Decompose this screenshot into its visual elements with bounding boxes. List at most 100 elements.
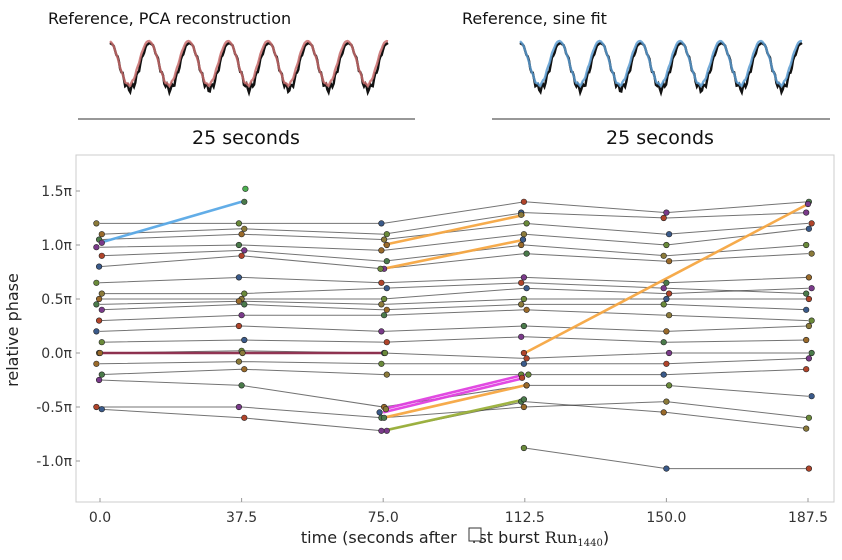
- phase-marker: [93, 244, 100, 251]
- x-axis-label: time (seconds after first burst Run1440): [301, 528, 609, 549]
- glyph-placeholder-icon: [468, 527, 482, 542]
- phase-marker: [383, 241, 390, 249]
- y-axis: 1.5π 1.0π 0.5π 0.0π -0.5π -1.0π: [36, 184, 80, 470]
- trajectory-line: [100, 287, 809, 300]
- phase-marker: [660, 301, 667, 308]
- trajectory-line: [99, 350, 808, 359]
- scale-label: 25 seconds: [606, 127, 714, 149]
- phase-marker: [98, 339, 105, 346]
- highlighted-trajectory: [524, 202, 809, 355]
- phase-marker: [523, 306, 530, 313]
- phase-marker: [241, 301, 248, 308]
- phase-marker: [665, 290, 673, 297]
- trajectory-line: [99, 276, 809, 284]
- phase-marker: [520, 295, 528, 303]
- trajectory-line: [99, 298, 808, 305]
- phase-marker: [95, 295, 103, 303]
- phase-marker: [241, 225, 248, 232]
- phase-marker: [242, 185, 249, 192]
- phase-marker: [98, 406, 105, 413]
- phase-marker: [95, 317, 103, 324]
- phase-marker: [660, 252, 667, 259]
- phase-marker: [808, 285, 815, 292]
- phase-marker: [238, 252, 245, 259]
- phase-marker: [98, 239, 105, 246]
- phase-marker: [235, 358, 242, 365]
- trajectory-line: [99, 336, 809, 343]
- phase-marker: [523, 285, 530, 292]
- phase-marker: [660, 214, 667, 222]
- x-tick-label: 112.5: [505, 510, 545, 526]
- phase-marker: [96, 349, 104, 357]
- phase-marker: [381, 236, 388, 243]
- plot-frame: [75, 154, 835, 503]
- phase-marker: [239, 349, 246, 357]
- highlighted-trajectory: [382, 238, 526, 271]
- phase-marker: [98, 231, 105, 238]
- phase-marker: [805, 322, 813, 330]
- phase-marker: [235, 220, 242, 227]
- phase-marker: [660, 371, 667, 378]
- phase-marker: [378, 301, 385, 308]
- phase-marker: [805, 274, 813, 281]
- inset-sine-fit: Reference, sine fit 25 seconds: [462, 9, 830, 149]
- x-axis-label-prefix: time (seconds after: [301, 528, 462, 547]
- phase-marker: [665, 258, 673, 265]
- phase-marker: [378, 360, 385, 367]
- phase-marker: [93, 301, 100, 308]
- phase-marker: [805, 414, 813, 421]
- phase-marker: [518, 333, 525, 340]
- inset-title: Reference, sine fit: [462, 9, 607, 28]
- phase-marker: [803, 241, 810, 249]
- phase-marker: [98, 371, 105, 378]
- phase-marker: [382, 406, 390, 413]
- trajectory-line: [99, 222, 809, 241]
- trajectory-line: [99, 357, 809, 365]
- phase-marker: [518, 241, 525, 249]
- phase-marker: [241, 247, 248, 254]
- phase-marker: [523, 382, 530, 389]
- trajectory-line: [99, 379, 809, 408]
- x-axis-label-obscured: fi: [462, 528, 472, 547]
- phase-marker: [803, 306, 810, 313]
- phase-marker: [376, 409, 383, 416]
- phase-marker: [235, 274, 242, 281]
- phase-marker: [803, 336, 810, 344]
- phase-marker: [235, 298, 242, 305]
- trajectory-line: [99, 325, 809, 332]
- phase-marker: [238, 231, 245, 238]
- phase-marker: [525, 371, 532, 378]
- phase-marker: [804, 200, 812, 208]
- highlighted-trajectory: [382, 373, 526, 411]
- phase-marker: [381, 295, 388, 303]
- phase-marker: [520, 274, 528, 281]
- phase-marker: [95, 376, 103, 384]
- phase-marker: [523, 250, 530, 257]
- phase-marker: [663, 328, 670, 335]
- phase-marker: [383, 258, 390, 265]
- phase-marker: [378, 279, 385, 286]
- phase-marker: [378, 328, 385, 335]
- phase-marker: [377, 265, 384, 272]
- phase-marker: [381, 414, 388, 421]
- x-axis-label-suffix: ): [603, 528, 609, 547]
- y-tick-label: 0.0π: [41, 346, 72, 362]
- phase-marker: [520, 403, 528, 411]
- phase-marker: [93, 403, 100, 411]
- phase-marker: [241, 366, 248, 373]
- phase-marker: [383, 231, 390, 238]
- phase-marker: [663, 465, 670, 472]
- phase-marker: [665, 349, 673, 357]
- phase-marker: [235, 241, 242, 249]
- phase-marker: [805, 225, 813, 232]
- trajectory-line: [99, 228, 809, 251]
- phase-marker: [378, 427, 385, 434]
- highlighted-trajectory: [382, 213, 526, 247]
- phase-marker: [520, 349, 528, 357]
- phase-marker: [520, 322, 528, 330]
- phase-marker: [660, 409, 667, 416]
- phase-marker: [383, 427, 390, 434]
- phase-marker: [808, 317, 815, 324]
- phase-marker: [660, 339, 667, 346]
- x-tick-label: 150.0: [646, 510, 686, 526]
